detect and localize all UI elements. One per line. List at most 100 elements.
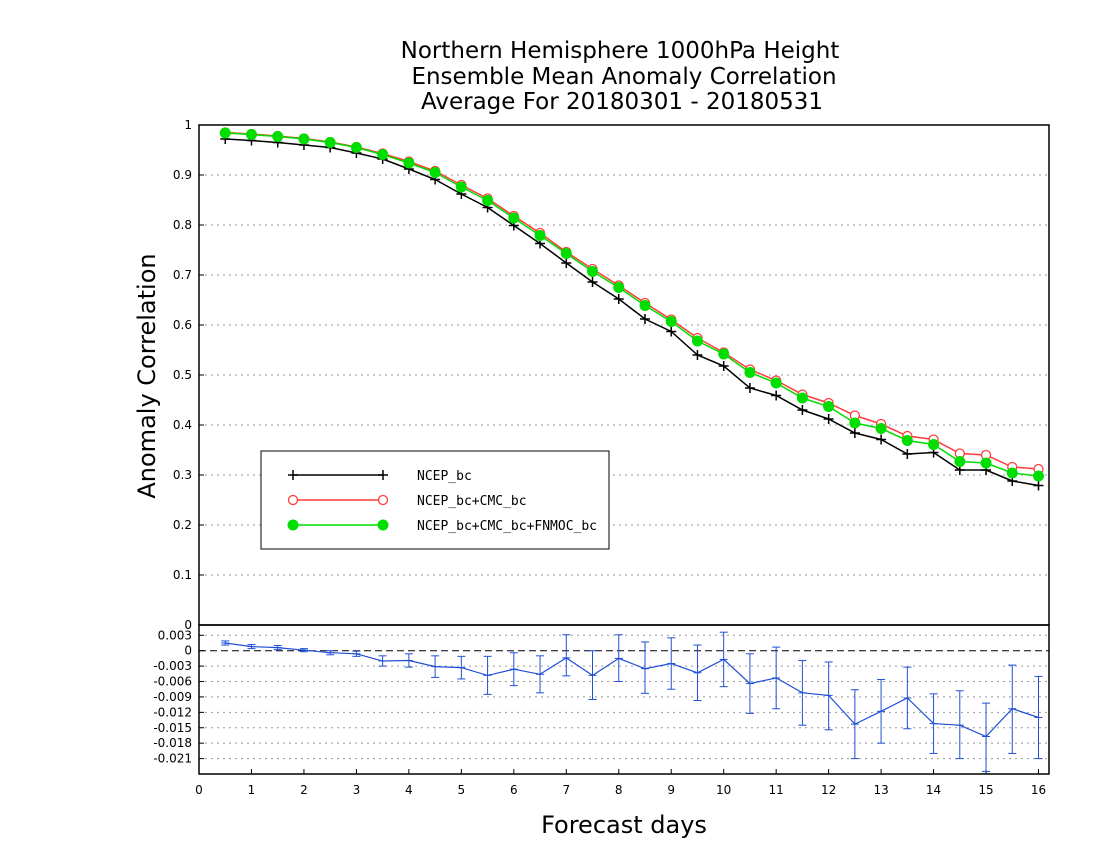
- data-point: [613, 294, 624, 304]
- data-point: [665, 316, 677, 327]
- data-point: [377, 519, 389, 531]
- x-tick-label: 11: [769, 783, 784, 797]
- x-tick-label: 14: [926, 783, 941, 797]
- error-bar: [562, 634, 571, 677]
- bottom-plot-frame: [198, 624, 1050, 775]
- series-line: [225, 138, 1039, 487]
- x-tick-label: 4: [405, 783, 413, 797]
- x-tick-label: 8: [615, 783, 623, 797]
- x-tick-label: 15: [978, 783, 993, 797]
- data-point: [875, 423, 887, 434]
- legend-label: NCEP_bc: [417, 469, 472, 484]
- x-tick-label: 1: [248, 783, 256, 797]
- y-tick-label: 0.8: [173, 218, 192, 232]
- y-tick-label: -0.015: [153, 721, 192, 735]
- data-point: [245, 129, 257, 140]
- data-point: [378, 470, 388, 480]
- data-point: [876, 434, 887, 445]
- anomaly-correlation-panel: 0 0.1 0.2 0.3 0.4 0.5 0.6 0.7 0.8 0.9 1: [173, 118, 1050, 632]
- data-point: [744, 383, 755, 393]
- data-point: [287, 519, 299, 531]
- data-point: [902, 449, 913, 459]
- data-point: [771, 390, 782, 401]
- data-point: [455, 181, 467, 193]
- data-point: [587, 266, 599, 277]
- data-point: [718, 348, 730, 360]
- data-point: [219, 127, 231, 139]
- data-point: [639, 300, 651, 311]
- difference-line: [225, 642, 1039, 738]
- data-point: [666, 326, 677, 337]
- data-point: [377, 149, 389, 160]
- x-axis-label: Forecast days: [541, 811, 707, 839]
- data-point: [288, 470, 298, 480]
- x-tick-label: 6: [510, 783, 518, 797]
- legend: NCEP_bc NCEP_bc+CMC_bc NCEP_bc+CMC_bc+FNMO…: [260, 450, 610, 550]
- legend-label: NCEP_bc+CMC_bc: [417, 494, 527, 509]
- data-point: [797, 405, 808, 415]
- y-tick-label: 0.1: [173, 568, 192, 582]
- y-tick-label: 0.5: [173, 368, 192, 382]
- x-tick-label: 16: [1031, 783, 1046, 797]
- data-point: [954, 456, 966, 467]
- y-tick-label: 0.9: [173, 168, 192, 182]
- error-bar: [640, 641, 649, 694]
- data-point: [744, 367, 756, 378]
- legend-label: NCEP_bc+CMC_bc+FNMOC_bc: [417, 519, 597, 534]
- data-point: [324, 137, 336, 148]
- data-point: [508, 212, 520, 224]
- legend-entry: NCEP_bc+CMC_bc: [287, 494, 527, 509]
- data-point: [980, 457, 992, 469]
- x-tick-label: 0: [195, 783, 203, 797]
- y-tick-label: 0.4: [173, 418, 192, 432]
- data-point: [849, 428, 860, 438]
- data-point: [534, 230, 546, 241]
- y-tick-label: 0.6: [173, 318, 192, 332]
- data-point: [1033, 480, 1044, 491]
- series-1: [220, 127, 1044, 475]
- chart-title: Northern Hemisphere 1000hPa Height Ensem…: [401, 38, 840, 115]
- x-tick-label: 3: [353, 783, 361, 797]
- y-tick-label: 0.3: [173, 468, 192, 482]
- data-point: [718, 361, 729, 371]
- data-point: [639, 314, 650, 324]
- y-axis-label: Anomaly Correlation: [133, 253, 161, 498]
- data-point: [1006, 467, 1018, 479]
- y-tick-label: 0.003: [158, 628, 192, 642]
- data-point: [560, 248, 572, 259]
- x-tick-label: 5: [458, 783, 466, 797]
- error-bar: [982, 702, 991, 772]
- legend-entry: NCEP_bc+CMC_bc+FNMOC_bc: [287, 519, 597, 534]
- data-point: [692, 350, 703, 360]
- x-tick-label: 7: [562, 783, 570, 797]
- series-line: [225, 131, 1039, 470]
- y-tick-label: 1: [184, 118, 192, 132]
- data-point: [587, 277, 598, 287]
- y-tick-label: -0.003: [153, 659, 192, 673]
- data-point: [377, 494, 389, 506]
- difference-panel: 0.0030-0.003-0.006-0.009-0.012-0.015-0.0…: [153, 624, 1050, 797]
- legend-entry: NCEP_bc: [288, 469, 472, 484]
- chart-title-line-3: Average For 20180301 - 20180531: [421, 89, 823, 115]
- y-tick-label: -0.009: [153, 690, 192, 704]
- x-tick-label: 2: [300, 783, 308, 797]
- data-point: [613, 282, 625, 293]
- data-point: [272, 131, 284, 142]
- data-point: [1033, 470, 1045, 482]
- y-tick-label: 0: [184, 618, 192, 632]
- chart-title-line-1: Northern Hemisphere 1000hPa Height: [401, 38, 840, 64]
- data-point: [403, 157, 415, 169]
- data-point: [482, 195, 494, 206]
- difference-series: [221, 631, 1043, 772]
- y-tick-label: 0.2: [173, 518, 192, 532]
- y-tick-label: 0.7: [173, 268, 192, 282]
- data-point: [823, 401, 835, 412]
- data-point: [928, 439, 940, 450]
- data-point: [287, 494, 299, 506]
- data-point: [298, 133, 310, 145]
- data-point: [901, 435, 913, 446]
- data-point: [429, 167, 441, 178]
- x-tick-label: 9: [667, 783, 675, 797]
- chart-title-line-2: Ensemble Mean Anomaly Correlation: [411, 64, 836, 90]
